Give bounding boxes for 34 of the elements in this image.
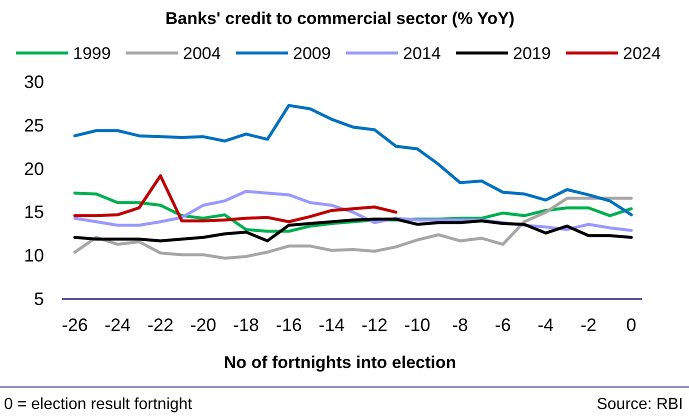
x-tick-label: -26 — [62, 315, 88, 335]
x-tick-label: -22 — [147, 315, 174, 335]
x-tick-label: -24 — [104, 315, 131, 335]
y-tick-label: 15 — [24, 202, 44, 222]
text: 0 = election result fortnight — [4, 396, 193, 413]
x-tick-label: -8 — [452, 315, 468, 335]
y-tick-label: 30 — [24, 72, 44, 92]
legend-label: 2019 — [513, 44, 551, 63]
line-series — [73, 174, 398, 224]
y-tick-label: 20 — [24, 158, 44, 179]
x-tick-label: -2 — [580, 315, 596, 335]
line-series — [73, 104, 633, 216]
y-tick-label: 10 — [24, 246, 44, 266]
legend-label: 2009 — [293, 44, 331, 63]
x-tick-label: -12 — [361, 315, 388, 335]
x-axis-title: No of fortnights into election — [224, 353, 456, 372]
x-tick-label: -16 — [276, 315, 302, 335]
legend-label: 2014 — [403, 44, 441, 63]
line-series — [73, 196, 633, 260]
legend-label: 2004 — [183, 44, 221, 63]
x-tick-label: -10 — [404, 315, 430, 335]
legend-label: 1999 — [73, 44, 111, 63]
line-series — [73, 218, 633, 242]
y-tick-label: 5 — [34, 289, 44, 309]
x-tick-label: 0 — [626, 315, 636, 335]
source-note: Source: RBI — [596, 396, 683, 413]
chart-title: Banks' credit to commercial sector (% YoY) — [165, 9, 515, 28]
legend-label: 2024 — [623, 44, 661, 63]
x-tick-label: -6 — [494, 315, 511, 335]
y-tick-label: 25 — [24, 115, 44, 136]
x-tick-label: -18 — [233, 315, 260, 335]
x-tick-label: -20 — [190, 315, 216, 335]
x-tick-label: -4 — [538, 315, 554, 335]
x-tick-label: -14 — [318, 315, 345, 335]
